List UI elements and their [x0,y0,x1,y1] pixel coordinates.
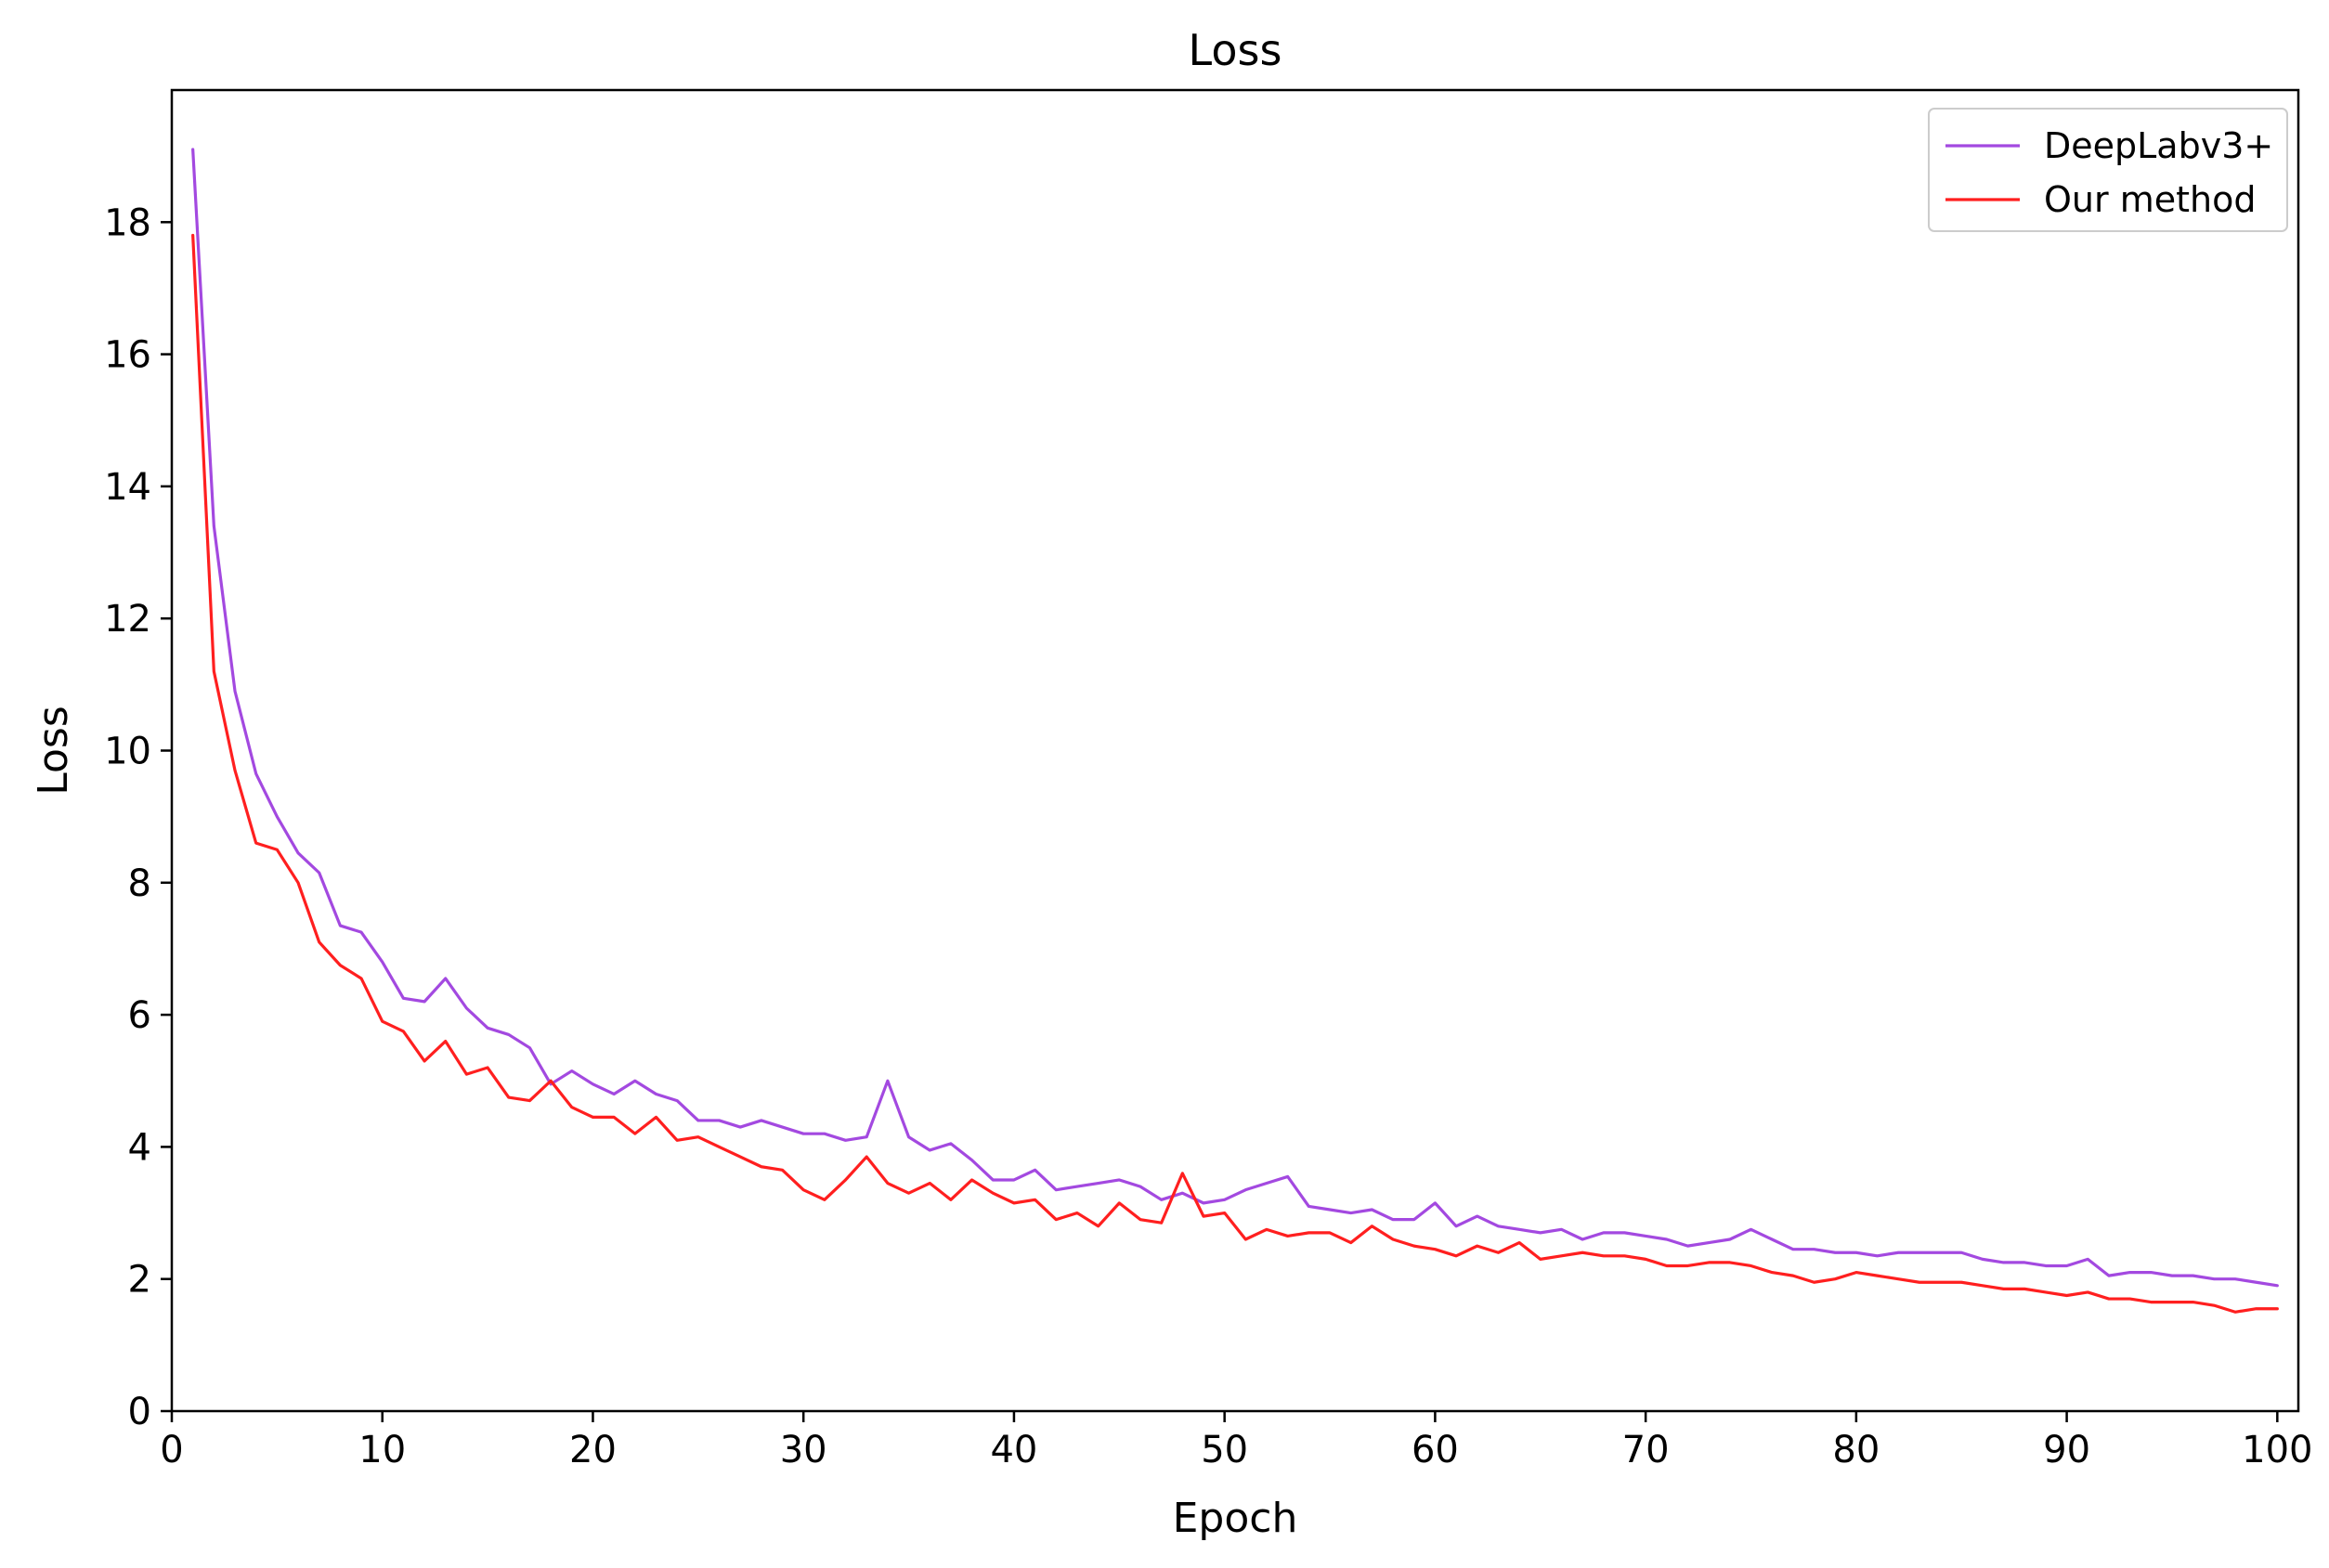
x-tick-label: 60 [1412,1429,1459,1471]
x-tick-label: 30 [780,1429,827,1471]
chart-title: Loss [1189,25,1282,75]
y-axis-label: Loss [30,706,77,796]
y-tick-label: 16 [104,334,151,377]
series-layer [191,148,2279,1314]
x-tick-label: 10 [358,1429,406,1471]
legend-label: DeepLabv3+ [2044,125,2273,166]
y-tick-label: 8 [128,862,151,905]
legend: DeepLabv3+ Our method [1928,108,2288,232]
x-tick-label: 70 [1622,1429,1670,1471]
x-tick-label: 80 [1832,1429,1880,1471]
x-tick-label: 100 [2242,1429,2312,1471]
y-tick-label: 12 [104,598,151,641]
y-tick-label: 18 [104,201,151,244]
y-tick-label: 14 [104,466,151,509]
y-tick-label: 2 [128,1259,151,1302]
y-tick-label: 10 [104,731,151,773]
x-tick-label: 0 [160,1429,183,1471]
y-tick-label: 4 [128,1126,151,1169]
legend-label: Our method [2044,179,2256,220]
y-tick-label: 6 [128,994,151,1037]
series-line-our-method [191,233,2279,1314]
x-tick-label: 20 [569,1429,617,1471]
series-line-deeplabv3plus [191,148,2279,1288]
x-axis-label: Epoch [1173,1495,1298,1542]
x-tick-label: 50 [1201,1429,1248,1471]
y-tick-label: 0 [128,1391,151,1433]
axes-layer: 0 10 20 30 40 50 60 70 80 90 100 0 2 4 6 8 10 12 14 16 18 [104,88,2313,1471]
x-tick-label: 40 [990,1429,1037,1471]
x-tick-label: 90 [2043,1429,2090,1471]
